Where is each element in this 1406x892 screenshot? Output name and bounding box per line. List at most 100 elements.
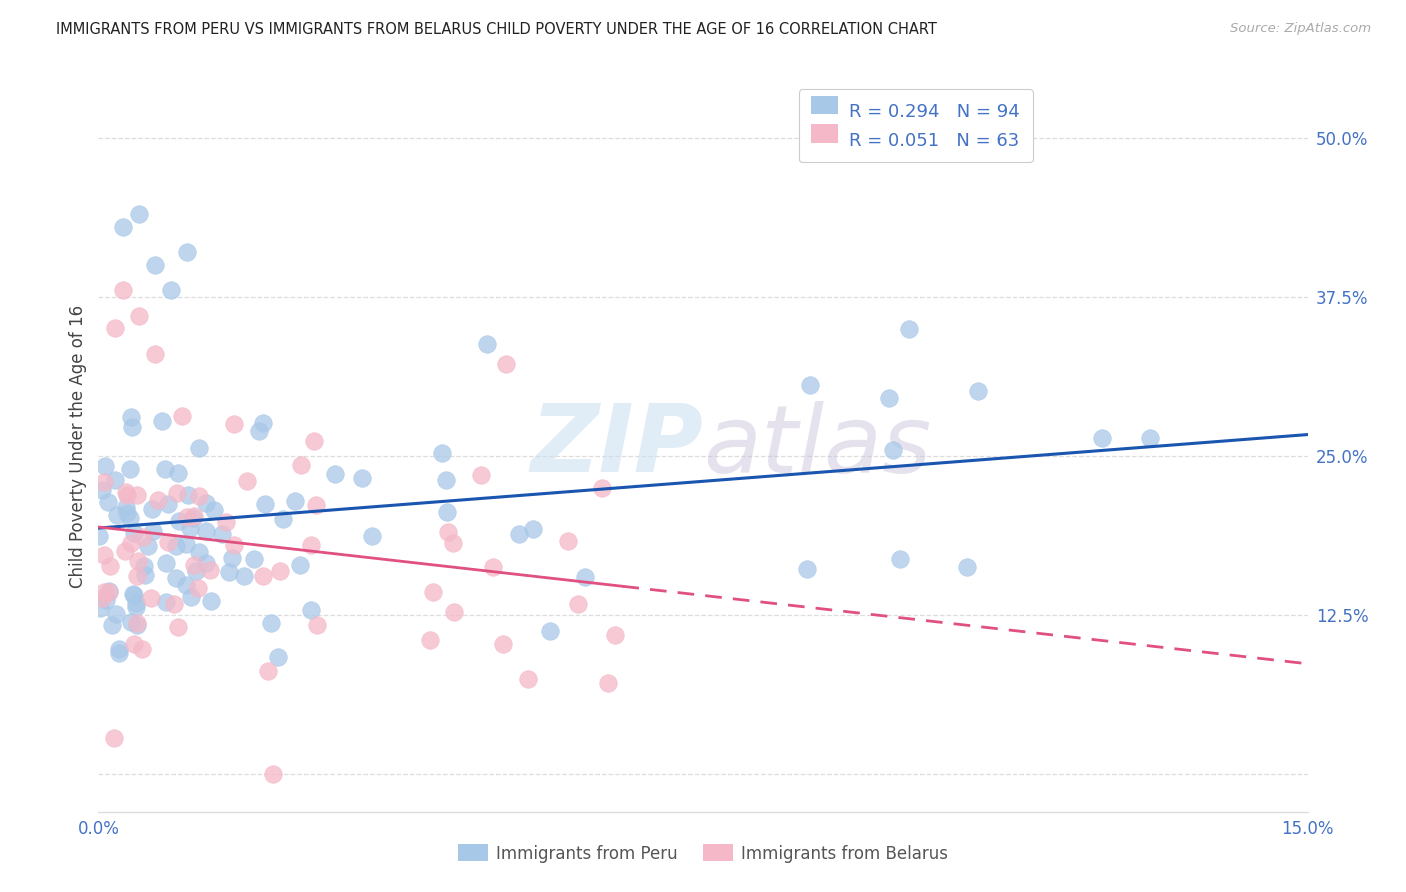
Point [508,526,530,541]
Point [441,536,464,550]
Point [567,597,589,611]
Point [163,597,186,611]
Point [218,565,240,579]
Point [221,551,243,566]
Point [155,556,177,570]
Point [215,516,238,530]
Point [495,358,517,372]
Point [105,508,128,523]
Point [419,633,441,648]
Point [522,522,544,536]
Point [132,559,155,574]
Point [150,414,173,428]
Point [117,506,139,520]
Point [574,569,596,583]
Point [236,474,259,488]
Point [352,471,374,485]
Point [267,649,290,664]
Point [202,503,225,517]
Point [470,468,492,483]
Point [882,442,904,457]
Point [174,537,197,551]
Point [94,458,117,473]
Point [124,637,146,651]
Point [252,569,274,583]
Point [252,416,274,430]
Point [120,615,142,629]
Point [796,562,818,576]
Point [598,675,620,690]
Point [257,664,280,678]
Point [141,591,163,605]
Point [290,458,312,472]
Point [143,258,166,272]
Point [89,601,111,615]
Point [183,509,205,524]
Point [436,473,458,487]
Point [122,587,145,601]
Point [136,539,159,553]
Point [91,483,114,497]
Point [254,497,277,511]
Point [176,509,198,524]
Point [155,595,177,609]
Point [90,591,112,605]
Point [799,377,821,392]
Point [181,511,204,525]
Point [111,283,134,297]
Point [97,585,120,599]
Point [305,618,328,632]
Point [299,603,322,617]
Point [188,441,211,455]
Point [125,569,148,583]
Point [156,497,179,511]
Point [101,617,124,632]
Point [1091,431,1114,445]
Point [877,391,900,405]
Point [93,549,115,563]
Point [288,558,311,573]
Point [121,419,143,434]
Point [299,538,322,552]
Point [117,488,139,502]
Point [134,568,156,582]
Point [475,336,498,351]
Point [967,384,990,398]
Point [179,521,201,535]
Point [118,462,141,476]
Point [260,615,283,630]
Point [98,559,121,574]
Point [361,528,384,542]
Y-axis label: Child Poverty Under the Age of 16: Child Poverty Under the Age of 16 [69,304,87,588]
Point [482,560,505,574]
Point [167,620,190,634]
Point [118,511,141,525]
Point [166,485,188,500]
Point [141,502,163,516]
Point [98,583,121,598]
Point [131,641,153,656]
Point [132,530,155,544]
Point [247,424,270,438]
Point [167,467,190,481]
Point [269,564,291,578]
Point [557,533,579,548]
Point [187,489,209,503]
Point [125,615,148,630]
Point [172,409,194,423]
Text: ZIP: ZIP [530,400,703,492]
Point [146,493,169,508]
Point [111,219,134,234]
Point [323,467,346,482]
Point [1139,431,1161,445]
Point [128,207,150,221]
Point [283,493,305,508]
Point [167,514,190,528]
Point [127,554,149,568]
Point [516,673,538,687]
Point [233,568,256,582]
Point [302,434,325,449]
Point [443,605,465,619]
Point [194,496,217,510]
Point [956,559,979,574]
